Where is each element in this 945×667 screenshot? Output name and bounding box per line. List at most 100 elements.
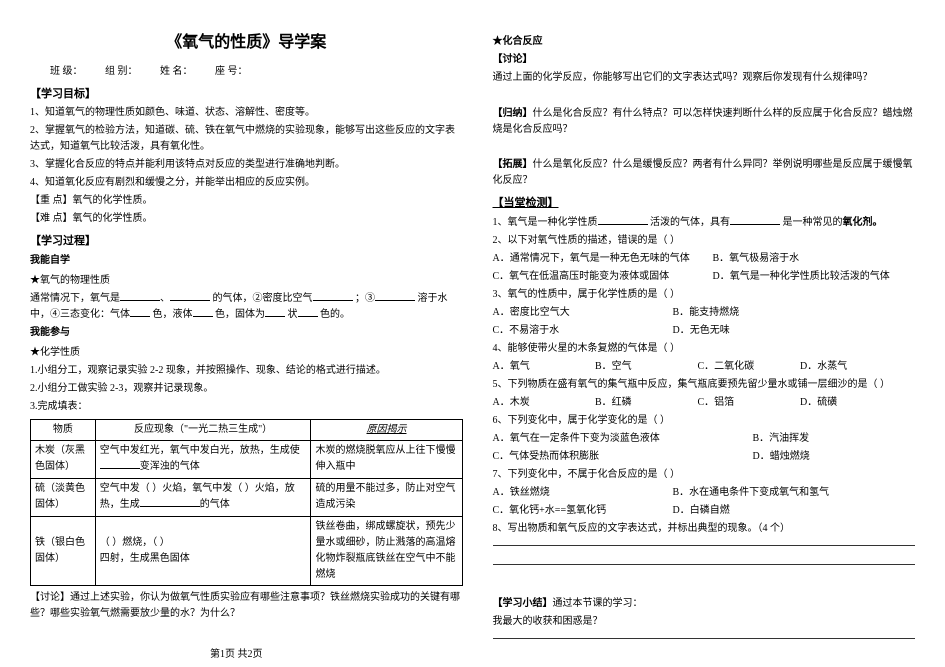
- q6: 6、下列变化中，属于化学变化的是（ ）: [493, 413, 916, 429]
- test-header: 【当堂检测】: [493, 195, 916, 213]
- q2D: D．氧气是一种化学性质比较活泼的气体: [713, 269, 890, 285]
- doc-title: 《氧气的性质》导学案: [30, 30, 463, 56]
- q6-opts-1: A．氧气在一定条件下变为淡蓝色液体B．汽油挥发: [493, 431, 916, 447]
- q5C: C．铝箔: [698, 395, 798, 411]
- phys-t2: 的气体，②密度比空气: [213, 293, 313, 304]
- q6A: A．氧气在一定条件下变为淡蓝色液体: [493, 431, 753, 447]
- table-row-sulfur: 硫（淡黄色固体） 空气中发（ ）火焰，氧气中发（ ）火焰，放热，生成的气体 硫的…: [31, 478, 463, 516]
- q7B: B．水在通电条件下变成氧气和氢气: [673, 485, 830, 501]
- th-phenomenon: 反应现象（"一光二热三生成"）: [95, 419, 311, 440]
- phys-t6: 色，固体为: [215, 309, 265, 320]
- q5: 5、下列物质在盛有氧气的集气瓶中反应，集气瓶底要预先留少量水或铺一层细沙的是（ …: [493, 377, 916, 393]
- q6B: B．汽油挥发: [753, 431, 853, 447]
- goal-4: 4、知道氧化反应有剧烈和缓慢之分，并能举出相应的反应实例。: [30, 175, 463, 191]
- learning-goals-header: 【学习目标】: [30, 86, 463, 104]
- q3-opts-1: A．密度比空气大B．能支持燃烧: [493, 305, 916, 321]
- q7-opts-2: C．氧化钙+水==氢氧化钙D．白磷自燃: [493, 503, 916, 519]
- blank: [120, 291, 160, 301]
- answer-line-1: [493, 545, 916, 546]
- q1c: 是一种常见的: [783, 217, 843, 228]
- q7-opts-1: A．铁丝燃烧B．水在通电条件下变成氧气和氢气: [493, 485, 916, 501]
- summary-line: 【归纳】什么是化合反应？有什么特点？可以怎样快速判断什么样的反应属于化合反应？蜡…: [493, 106, 916, 138]
- participate-header: 我能参与: [30, 325, 463, 341]
- self-study-header: 我能自学: [30, 253, 463, 269]
- q5A: A．木炭: [493, 395, 593, 411]
- sum2h: 【学习小结】: [493, 598, 553, 609]
- blank: [313, 291, 353, 301]
- r1c2b: 变浑浊的气体: [140, 461, 200, 472]
- cell-reason-charcoal: 木炭的燃烧脱氧应从上往下慢慢伸入瓶中: [311, 440, 462, 478]
- q3C: C．不易溶于水: [493, 323, 673, 339]
- q1d: 氧化剂。: [843, 217, 883, 228]
- phys-t5: 色，液体: [153, 309, 193, 320]
- q4D: D．水蒸气: [800, 359, 900, 375]
- gain-question: 我最大的收获和困惑是？: [493, 614, 916, 630]
- r3c2a: （ ）燃烧，（ ）: [100, 537, 170, 548]
- chem-props-header: ★化学性质: [30, 345, 463, 361]
- difficult-point: 【难 点】氧气的化学性质。: [30, 211, 463, 227]
- q6-opts-2: C．气体受热而体积膨胀D．蜡烛燃烧: [493, 449, 916, 465]
- step-3: 3.完成填表：: [30, 399, 463, 415]
- phys-t1: 通常情况下，氧气是: [30, 293, 120, 304]
- experiment-table: 物质 反应现象（"一光二热三生成"） 原因揭示 木炭（灰黑色固体） 空气中发红光…: [30, 419, 463, 586]
- q7D: D．白磷自燃: [673, 503, 773, 519]
- meta-name: 姓 名：: [160, 66, 193, 77]
- cell-phenom-iron: （ ）燃烧，（ ）四射，生成黑色固体: [95, 516, 311, 585]
- phys-t7: 状: [288, 309, 298, 320]
- meta-row: 班 级： 组 别： 姓 名： 座 号：: [30, 64, 463, 80]
- q5-opts: A．木炭 B．红磷 C．铝箔 D．硫磺: [493, 395, 916, 411]
- q2C: C．氧气在低温高压时能变为液体或固体: [493, 269, 713, 285]
- meta-group: 组 别：: [105, 66, 138, 77]
- meta-class: 班 级：: [50, 66, 83, 77]
- phys-fill-in: 通常情况下，氧气是、 的气体，②密度比空气 ；③ 溶于水中，④三态变化：气体 色…: [30, 291, 463, 323]
- step-2: 2.小组分工做实验 2-3，观察并记录现象。: [30, 381, 463, 397]
- cell-substance-iron: 铁（银白色固体）: [31, 516, 96, 585]
- q4-opts: A．氧气 B．空气 C．二氧化碳 D．水蒸气: [493, 359, 916, 375]
- goal-1: 1、知道氧气的物理性质如颜色、味道、状态、溶解性、密度等。: [30, 105, 463, 121]
- q1b: 活泼的气体，具有: [650, 217, 730, 228]
- blank: [265, 307, 285, 317]
- q1a: 1、氧气是一种化学性质: [493, 217, 598, 228]
- q2A: A．通常情况下，氧气是一种无色无味的气体: [493, 251, 713, 267]
- table-header-row: 物质 反应现象（"一光二热三生成"） 原因揭示: [31, 419, 463, 440]
- phys-t3: ；③: [355, 293, 375, 304]
- q4A: A．氧气: [493, 359, 593, 375]
- left-column: 《氧气的性质》导学案 班 级： 组 别： 姓 名： 座 号： 【学习目标】 1、…: [0, 0, 473, 667]
- discuss-text: 通过上面的化学反应，你能够写出它们的文字表达式吗？观察后你发现有什么规律吗？: [493, 70, 916, 86]
- q5B: B．红磷: [595, 395, 695, 411]
- meta-seat: 座 号：: [215, 66, 248, 77]
- q4C: C．二氧化碳: [698, 359, 798, 375]
- cell-phenom-charcoal: 空气中发红光，氧气中发白光，放热，生成使变浑浊的气体: [95, 440, 311, 478]
- table-row-iron: 铁（银白色固体） （ ）燃烧，（ ）四射，生成黑色固体 铁丝卷曲，绑成螺旋状，预…: [31, 516, 463, 585]
- q2-opts-1: A．通常情况下，氧气是一种无色无味的气体B．氧气极易溶于水: [493, 251, 916, 267]
- phys-props-header: ★氧气的物理性质: [30, 273, 463, 289]
- blank: [130, 307, 150, 317]
- q2-opts-2: C．氧气在低温高压时能变为液体或固体D．氧气是一种化学性质比较活泼的气体: [493, 269, 916, 285]
- expand-t: 什么是氧化反应？什么是缓慢反应？两者有什么异同？举例说明哪些是反应属于缓慢氧化反…: [493, 159, 913, 186]
- answer-line-3: [493, 638, 916, 639]
- sum2t: 通过本节课的学习：: [553, 598, 643, 609]
- combination-reaction-header: ★化合反应: [493, 34, 916, 50]
- cell-reason-sulfur: 硫的用量不能过多，防止对空气造成污染: [311, 478, 462, 516]
- q7A: A．铁丝燃烧: [493, 485, 673, 501]
- blank: [100, 459, 140, 469]
- blank: [298, 307, 318, 317]
- table-row-charcoal: 木炭（灰黑色固体） 空气中发红光，氧气中发白光，放热，生成使变浑浊的气体 木炭的…: [31, 440, 463, 478]
- goal-2: 2、掌握氧气的检验方法，知道碳、硫、铁在氧气中燃烧的实验现象，能够写出这些反应的…: [30, 123, 463, 155]
- q2: 2、以下对氧气性质的描述，错误的是（ ）: [493, 233, 916, 249]
- discuss-header: 【讨论】: [493, 52, 916, 68]
- q3D: D．无色无味: [673, 323, 773, 339]
- learning-summary: 【学习小结】通过本节课的学习：: [493, 596, 916, 612]
- blank: [140, 497, 200, 507]
- learning-process-header: 【学习过程】: [30, 233, 463, 251]
- q7: 7、下列变化中，不属于化合反应的是（ ）: [493, 467, 916, 483]
- phys-t8: 色的。: [320, 309, 350, 320]
- q6C: C．气体受热而体积膨胀: [493, 449, 753, 465]
- expand-h: 【拓展】: [493, 159, 533, 170]
- cell-phenom-sulfur: 空气中发（ ）火焰，氧气中发（ ）火焰，放热，生成的气体: [95, 478, 311, 516]
- th-substance: 物质: [31, 419, 96, 440]
- step-1: 1.小组分工，观察记录实验 2-2 现象，并按照操作、现象、结论的格式进行描述。: [30, 363, 463, 379]
- page-footer: 第1页 共2页: [0, 647, 473, 663]
- q7C: C．氧化钙+水==氢氧化钙: [493, 503, 673, 519]
- answer-line-2: [493, 564, 916, 565]
